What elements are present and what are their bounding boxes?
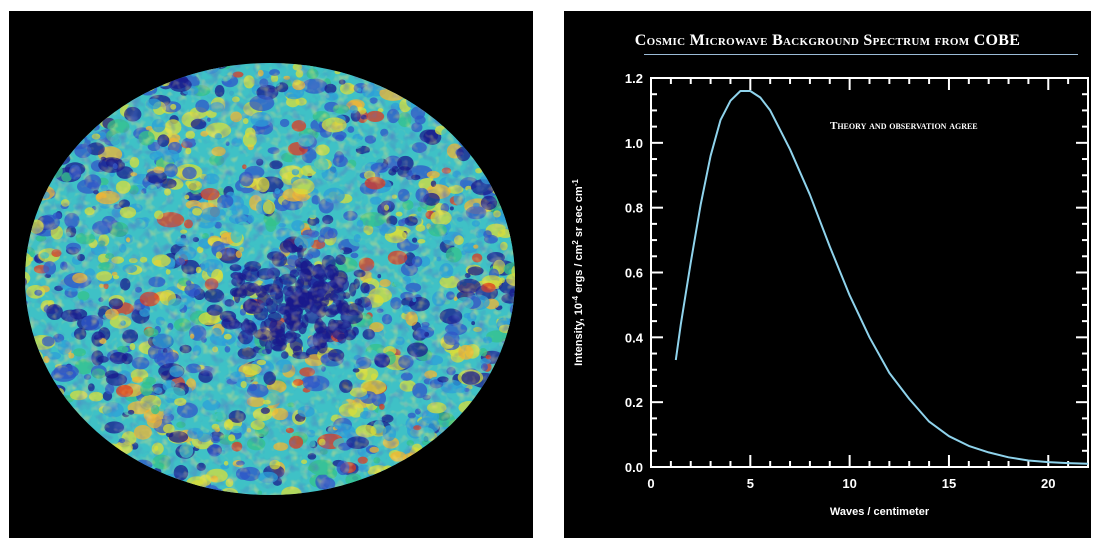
spectrum-chart-panel: Cosmic Microwave Background Spectrum fro… <box>564 11 1091 538</box>
y-tick-label: 1.2 <box>625 71 643 86</box>
x-tick-label: 15 <box>942 476 956 491</box>
x-tick-label: 5 <box>747 476 754 491</box>
x-tick-label: 10 <box>842 476 856 491</box>
spectrum-curve <box>674 90 1089 465</box>
spectrum-chart: 0 5 10 15 20 0.0 0.2 0.4 0.6 0.8 1.0 1.2 Waves / cen… <box>571 71 1089 518</box>
x-axis-label: Waves / centimeter <box>830 506 930 518</box>
y-tick-label: 0.2 <box>625 395 643 410</box>
sky-map-panel <box>9 11 533 538</box>
y-tick-label: 0.8 <box>625 201 643 216</box>
chart-title: Cosmic Microwave Background Spectrum fro… <box>634 32 1021 49</box>
sky-map-ellipse <box>25 63 515 495</box>
y-tick-label: 0.0 <box>625 460 643 475</box>
title-rule <box>644 54 1078 55</box>
sky-map-image <box>25 63 515 495</box>
chart-annotation: Theory and observation agree <box>830 120 978 132</box>
y-tick-label: 0.4 <box>625 330 644 345</box>
y-axis-label: Intensity, 10-4 ergs / cm2 sr sec cm-1 <box>571 179 586 366</box>
x-tick-label: 0 <box>647 476 654 491</box>
x-tick-label: 20 <box>1041 476 1055 491</box>
y-tick-label: 0.6 <box>625 266 643 281</box>
y-tick-label: 1.0 <box>625 136 643 151</box>
